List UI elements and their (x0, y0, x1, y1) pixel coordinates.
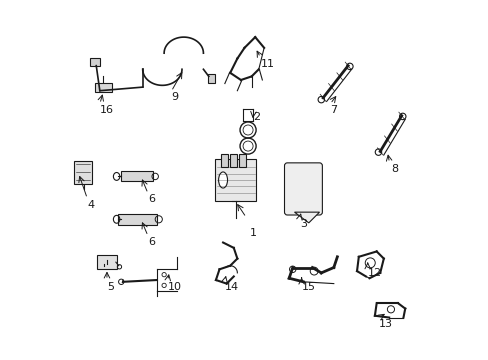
Text: 3: 3 (299, 219, 306, 229)
Text: 8: 8 (390, 164, 397, 174)
Text: 6: 6 (148, 194, 155, 204)
Bar (221, 154, 228, 167)
Text: 16: 16 (100, 105, 114, 115)
Bar (74, 161, 91, 184)
Text: 1: 1 (249, 228, 256, 238)
Bar (95, 83, 112, 91)
Text: 7: 7 (329, 105, 337, 115)
Bar (118, 214, 157, 225)
Text: 11: 11 (260, 59, 274, 68)
Bar (239, 154, 246, 167)
Bar (121, 171, 153, 181)
Text: 14: 14 (224, 282, 239, 292)
Bar (207, 75, 215, 84)
Text: 13: 13 (378, 319, 392, 329)
Polygon shape (294, 212, 319, 223)
Bar (230, 154, 237, 167)
Text: 4: 4 (87, 200, 94, 210)
Text: 10: 10 (167, 282, 182, 292)
Text: 2: 2 (253, 112, 260, 122)
Text: 6: 6 (148, 237, 155, 247)
Text: 15: 15 (301, 282, 315, 292)
FancyBboxPatch shape (284, 163, 322, 215)
Text: 9: 9 (171, 93, 178, 103)
Bar (90, 58, 100, 66)
Bar (97, 255, 117, 269)
Text: 12: 12 (367, 267, 381, 278)
Text: 5: 5 (107, 282, 114, 292)
Bar (215, 158, 256, 202)
Ellipse shape (218, 172, 227, 188)
